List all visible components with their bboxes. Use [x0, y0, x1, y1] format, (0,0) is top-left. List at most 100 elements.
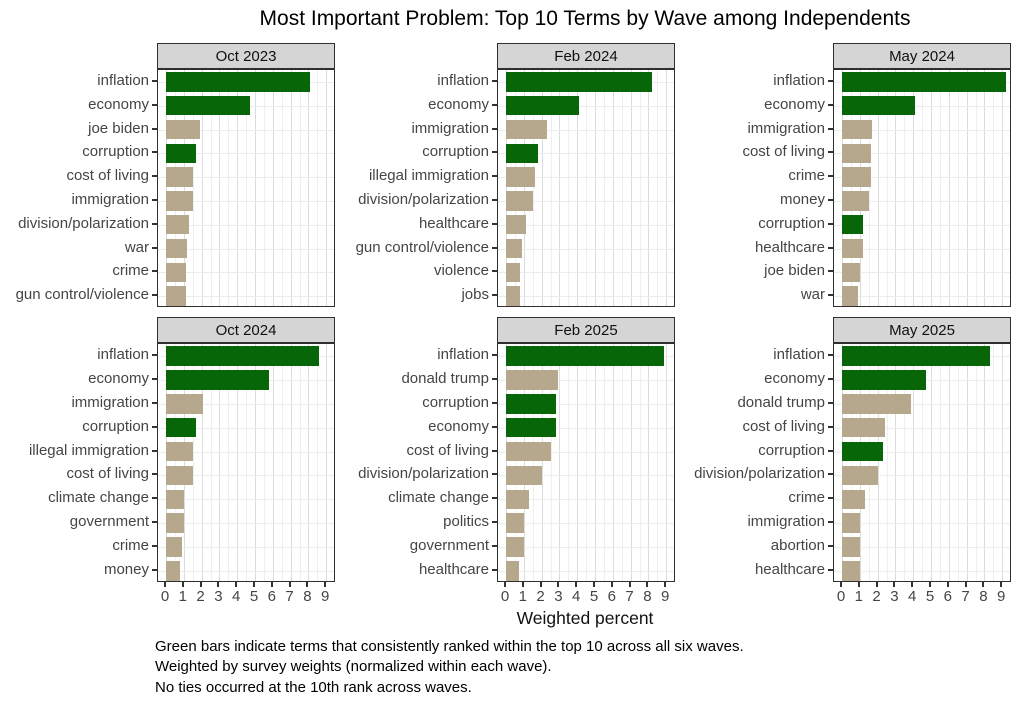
x-axis-tick-label: 6	[267, 588, 276, 605]
bar-corruption	[506, 393, 556, 414]
gridline-v-minor	[568, 344, 570, 581]
x-axis-tick-label: 1	[518, 588, 527, 605]
gridline-v-major	[966, 70, 968, 306]
gridline-h	[158, 248, 334, 250]
gridline-v-major	[859, 70, 861, 306]
bar-violence	[506, 262, 521, 283]
x-axis-tick	[610, 582, 613, 587]
facet-strip-label: Feb 2024	[554, 47, 618, 65]
x-axis-tick	[199, 582, 202, 587]
x-axis-tick-label: 3	[890, 588, 899, 605]
y-axis-tick	[828, 449, 833, 452]
gridline-v-minor	[174, 70, 176, 306]
gridline-v-major	[255, 70, 256, 306]
bar-money	[166, 561, 181, 581]
y-axis-tick	[492, 401, 497, 404]
gridline-v-minor	[868, 70, 870, 306]
y-axis-tick	[492, 449, 497, 452]
y-axis-term-label: donald trump	[737, 393, 825, 411]
facet-strip-label: May 2024	[889, 47, 955, 65]
y-axis-term-label: joe biden	[764, 262, 825, 280]
y-axis-term-label: economy	[88, 369, 149, 387]
y-axis-term-label: crime	[112, 262, 149, 280]
y-axis-tick	[828, 175, 833, 178]
bar-immigration	[842, 119, 873, 140]
gridline-h	[834, 523, 1010, 525]
y-axis-tick	[152, 473, 157, 476]
bar-gun-control-violence	[166, 286, 186, 306]
bar-immigration	[166, 393, 204, 414]
gridline-h	[158, 153, 334, 155]
y-axis-tick	[152, 449, 157, 452]
y-axis-term-label: immigration	[747, 119, 825, 137]
bar-corruption	[166, 143, 197, 164]
facet-strip-label: Oct 2023	[215, 47, 277, 65]
y-axis-tick	[492, 103, 497, 106]
y-axis-term-label: corruption	[422, 393, 489, 411]
gridline-v-minor	[532, 344, 534, 581]
bar-crime	[166, 262, 186, 283]
caption-line: Weighted by survey weights (normalized w…	[155, 658, 552, 676]
y-axis-tick	[152, 521, 157, 524]
gridline-v-minor	[850, 344, 852, 581]
y-axis-tick	[828, 222, 833, 225]
y-axis-tick	[492, 497, 497, 500]
facet-strip: Oct 2024	[157, 317, 335, 343]
y-axis-tick	[492, 377, 497, 380]
gridline-v-major	[201, 344, 203, 581]
x-axis-tick	[253, 582, 255, 587]
bar-corruption	[842, 214, 864, 235]
gridline-v-minor	[532, 70, 534, 306]
y-axis-term-label: inflation	[97, 71, 149, 89]
y-axis-term-label: government	[409, 537, 489, 555]
x-axis-tick-label: 6	[943, 588, 952, 605]
gridline-v-minor	[993, 70, 995, 306]
y-axis-tick	[492, 353, 497, 356]
y-axis-term-label: crime	[788, 167, 825, 185]
gridline-v-minor	[939, 70, 941, 306]
y-axis-term-label: gun control/violence	[15, 286, 149, 304]
gridline-v-major	[630, 70, 632, 306]
gridline-v-minor	[228, 70, 230, 306]
gridline-h	[498, 272, 674, 274]
gridline-v-major	[842, 344, 843, 581]
bar-jobs	[506, 286, 521, 306]
y-axis-tick	[828, 497, 833, 500]
y-axis-term-label: immigration	[71, 190, 149, 208]
y-axis-term-label: inflation	[437, 345, 489, 363]
gridline-v-minor	[850, 70, 852, 306]
y-axis-term-label: immigration	[71, 393, 149, 411]
y-axis-tick	[152, 545, 157, 548]
facet-panel	[833, 343, 1011, 582]
gridline-v-major	[577, 344, 579, 581]
gridline-v-minor	[192, 70, 194, 306]
gridline-h	[834, 272, 1010, 274]
bar-healthcare	[506, 561, 519, 581]
y-axis-term-label: crime	[112, 537, 149, 555]
gridline-v-minor	[639, 70, 641, 306]
y-axis-tick	[152, 497, 157, 500]
gridline-v-major	[648, 70, 650, 306]
gridline-v-minor	[550, 344, 552, 581]
facet-strip: Oct 2023	[157, 43, 335, 69]
y-axis-term-label: corruption	[422, 143, 489, 161]
gridline-v-minor	[210, 70, 212, 306]
gridline-v-major	[183, 344, 185, 581]
bar-healthcare	[506, 214, 526, 235]
y-axis-term-label: corruption	[758, 214, 825, 232]
bar-corruption	[166, 417, 197, 438]
bar-climate-change	[166, 489, 184, 510]
y-axis-tick	[492, 222, 497, 225]
gridline-v-major	[326, 70, 328, 306]
gridline-v-minor	[657, 344, 659, 581]
bar-economy	[506, 95, 579, 116]
bar-war	[166, 238, 188, 259]
bar-economy	[842, 95, 915, 116]
gridline-v-minor	[228, 344, 230, 581]
gridline-h	[498, 379, 674, 381]
y-axis-term-label: corruption	[82, 143, 149, 161]
gridline-v-minor	[263, 344, 265, 581]
y-axis-tick	[828, 545, 833, 548]
gridline-h	[834, 248, 1010, 250]
y-axis-tick	[492, 246, 497, 249]
